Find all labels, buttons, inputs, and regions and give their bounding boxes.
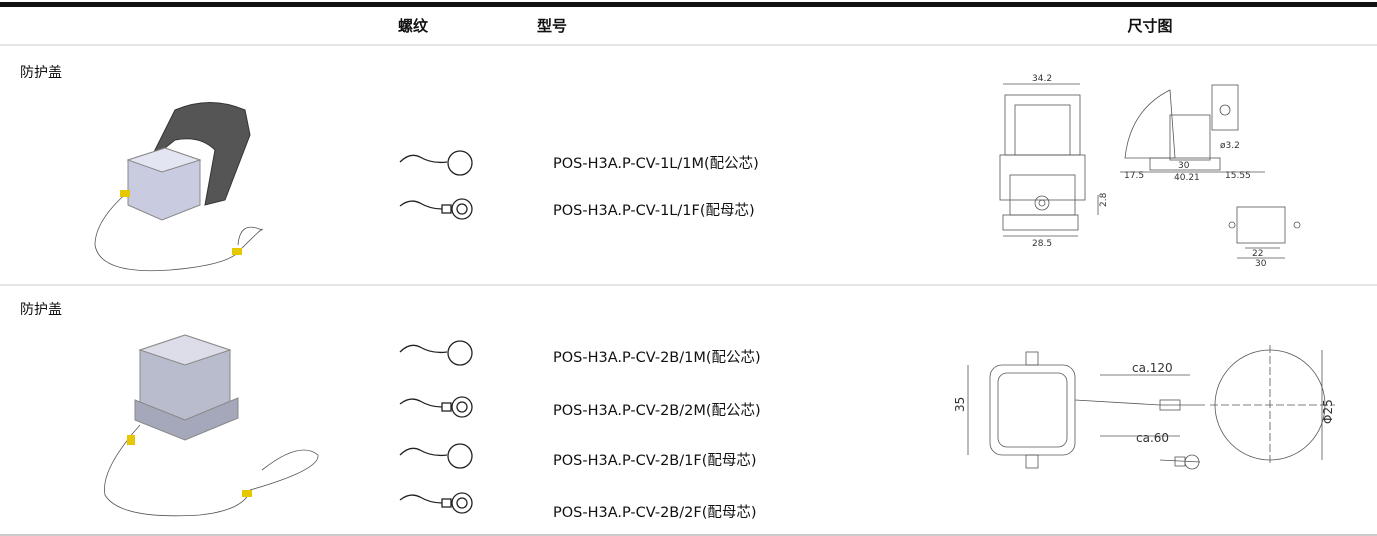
dim-label: ø3.2 [1220,141,1240,151]
row-label: 防护盖 [20,302,62,318]
top-rule [0,2,1377,7]
dim-label: ca.60 [1136,431,1169,445]
dimension-drawing-part [1025,351,1039,366]
loop-icon [399,340,473,366]
header-drawing: 尺寸图 [1127,17,1172,35]
product-image-part [149,102,251,206]
loop-icon-part [399,154,448,164]
loop-icon-part [399,447,448,457]
model: POS-H3A.P-CV-2B/2M(配公芯) [553,402,761,419]
dimension-drawing-part [1228,221,1236,229]
product-image-part [126,147,202,173]
ring-icon-part [456,203,468,215]
dimension-drawing: ca.120 35 ca.60 Φ25 [953,345,1335,470]
dimension-drawing-part [1149,157,1221,171]
ring-icon-part [451,198,473,220]
dimension-drawing-part [989,364,1076,456]
product-image-part [242,490,252,497]
dim-label: 2.8 [1099,192,1109,207]
dimension-drawing: 34.2 17.5 30 40.21 15.55 ø3.2 2.8 28.5 2… [999,74,1301,269]
product-image-part [134,397,239,441]
product-image-part [94,189,241,272]
ring-icon-part [451,396,473,418]
dimension-drawing-part [1038,199,1046,207]
product-image [104,334,319,517]
dim-label: 35 [953,397,967,412]
dim-label: 30 [1178,161,1190,171]
product-image-part [120,190,130,197]
ring-icon-part [399,398,443,408]
dim-label: 22 [1252,249,1263,259]
ring-icon-part [441,402,452,412]
dimension-drawing-part [1004,94,1081,156]
loop-icon [399,150,473,176]
dim-label: ca.120 [1132,361,1173,375]
loop-icon-part [399,344,448,354]
dim-label: 34.2 [1032,74,1052,84]
dimension-drawing-part [997,372,1068,448]
dimension-drawing-part [1236,206,1286,244]
loop-icon-part [447,340,473,366]
ring-icon-part [441,498,452,508]
ring-icon-part [456,401,468,413]
header-model: 型号 [537,17,567,35]
ring-icon [399,198,473,220]
dim-label: 30 [1255,259,1267,269]
ring-icon-part [441,204,452,214]
dimension-drawing-part [1169,114,1211,161]
dimension-drawing-part [1014,104,1071,156]
dimension-drawing-part [1159,459,1201,463]
dimension-drawing-part [1159,399,1181,411]
dimension-drawing-part [1002,214,1079,231]
ring-icon-part [399,494,443,504]
dim-label: Φ25 [1321,399,1335,424]
product-image-part [237,226,263,251]
model: POS-H3A.P-CV-1L/1F(配母芯) [553,202,755,219]
ring-icon-part [451,492,473,514]
dimension-drawing-part [999,154,1086,201]
loop-icon-part [447,150,473,176]
dim-label: 40.21 [1174,173,1200,183]
ring-icon-part [399,200,443,210]
product-image-part [249,449,319,491]
header-thread: 螺纹 [398,17,429,35]
ring-icon [399,396,473,418]
product-image [94,102,263,272]
loop-icon-part [447,443,473,469]
dim-label: 17.5 [1124,171,1144,181]
product-image-part [232,248,242,255]
dim-label: 28.5 [1032,239,1052,249]
model: POS-H3A.P-CV-2B/2F(配母芯) [553,504,757,521]
dimension-drawing-part [1074,399,1205,406]
ring-icon-part [456,497,468,509]
dimension-drawing-part [1211,84,1239,131]
dimension-drawing-part [1184,454,1200,470]
product-image-part [138,334,232,366]
model: POS-H3A.P-CV-1L/1M(配公芯) [553,155,759,172]
row-label: 防护盖 [20,65,62,81]
dimension-drawing-part [1025,454,1039,469]
loop-icon [399,443,473,469]
product-image-part [104,424,251,517]
dimension-drawing-part [1009,174,1076,216]
dim-label: 15.55 [1225,171,1251,181]
product-image-part [127,435,135,445]
dimension-drawing-part [1293,221,1301,229]
model: POS-H3A.P-CV-2B/1M(配公芯) [553,349,761,366]
ring-icon [399,492,473,514]
dimension-drawing-part [1124,89,1176,159]
dimension-drawing-part [1034,195,1050,211]
dimension-drawing-part [1219,104,1231,116]
model: POS-H3A.P-CV-2B/1F(配母芯) [553,452,757,469]
